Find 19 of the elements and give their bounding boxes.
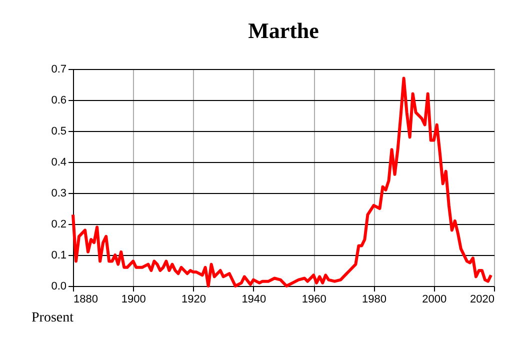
x-tick-label: 1940 [242,294,266,306]
x-tick-label: 1920 [182,294,206,306]
y-tick-label: 0.5 [51,126,66,138]
y-axis-title: Prosent [32,310,74,326]
y-tick-label: 0.3 [51,188,66,200]
x-tick-label: 1880 [74,294,98,306]
y-tick-label: 0.7 [51,64,66,76]
x-tick-label: 2000 [422,294,447,306]
y-tick-label: 0.6 [51,94,66,106]
y-tick-label: 0.4 [51,156,66,168]
x-tick-label: 2020 [470,294,494,306]
line-series [72,76,492,288]
y-tick-label: 0.0 [51,280,66,292]
y-tick-label: 0.1 [51,250,66,262]
x-tick-label: 1900 [121,294,146,306]
x-tick-label: 1960 [302,294,326,306]
chart-title: Marthe [248,18,320,43]
y-tick-label: 0.2 [51,218,66,230]
x-tick-label: 1980 [362,294,386,306]
